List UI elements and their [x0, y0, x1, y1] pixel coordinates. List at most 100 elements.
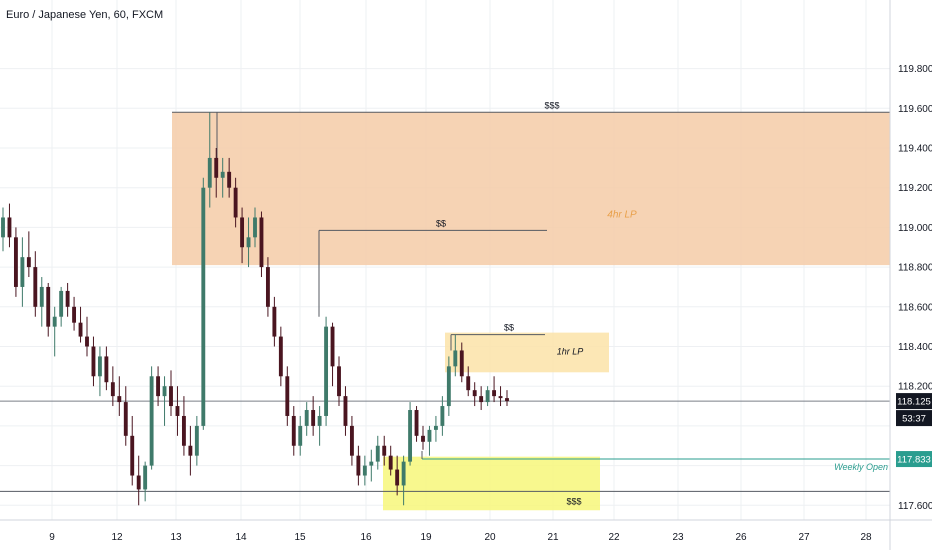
- candle-body: [214, 157, 219, 178]
- level-label: $$: [436, 218, 446, 228]
- candle-body: [143, 465, 148, 490]
- candle-body: [59, 290, 64, 317]
- candle-body: [194, 425, 199, 456]
- candle-body: [13, 237, 18, 287]
- y-tick-label: 119.800: [898, 64, 932, 75]
- candle-body: [285, 376, 290, 416]
- x-tick-label: 27: [798, 532, 810, 543]
- zone-weekly-zone: [383, 456, 600, 511]
- zone-label-4hr: 4hr LP: [607, 209, 637, 220]
- x-tick-label: 20: [484, 532, 496, 543]
- candle-body: [362, 465, 367, 476]
- y-tick-label: 118.200: [898, 382, 932, 393]
- candle-body: [227, 171, 232, 188]
- candle-body: [433, 425, 438, 430]
- candle-body: [104, 356, 109, 383]
- candle-body: [123, 402, 128, 436]
- candle-body: [421, 435, 425, 442]
- x-tick-label: 13: [170, 532, 182, 543]
- candle-body: [188, 445, 193, 456]
- level-label: $$$: [544, 100, 559, 110]
- candle-body: [26, 257, 31, 268]
- candle-body: [337, 366, 341, 397]
- level-label: $$$: [566, 496, 581, 506]
- candle-body: [298, 425, 303, 446]
- candle-body: [110, 382, 115, 397]
- candle-body: [162, 386, 167, 397]
- y-tick-label: 119.600: [898, 104, 932, 115]
- candle-body: [130, 435, 135, 476]
- candle-body: [479, 396, 484, 403]
- candle-body: [207, 157, 212, 188]
- candle-body: [156, 376, 161, 397]
- candle-body: [233, 187, 238, 218]
- chart-title: Euro / Japanese Yen, 60, FXCM: [6, 9, 164, 21]
- candle-body: [52, 316, 57, 327]
- candle-body: [375, 445, 380, 462]
- candle-body: [369, 461, 374, 466]
- candle-body: [97, 356, 102, 377]
- candle-body: [240, 217, 245, 248]
- x-tick-label: 28: [860, 532, 872, 543]
- candle-body: [395, 469, 400, 486]
- last-price-value: 118.125: [897, 397, 931, 408]
- y-tick-label: 118.800: [898, 263, 932, 274]
- last-price-tag: [896, 393, 932, 410]
- y-tick-label: 118.600: [898, 302, 932, 313]
- candle-body: [149, 376, 154, 466]
- candle-body: [175, 406, 180, 416]
- zone-label-1hr: 1hr LP: [557, 346, 584, 356]
- x-tick-label: 15: [294, 532, 306, 543]
- candle-body: [472, 390, 477, 397]
- candle-body: [201, 187, 206, 426]
- x-tick-label: 26: [735, 532, 747, 543]
- candle-body: [20, 257, 25, 287]
- y-tick-label: 117.600: [898, 501, 932, 512]
- candle-body: [324, 326, 329, 416]
- x-tick-label: 21: [547, 532, 559, 543]
- countdown-tag: [896, 410, 932, 427]
- candle-body: [459, 350, 464, 377]
- level-label: $$: [504, 323, 514, 333]
- countdown-value: 53:37: [902, 414, 926, 425]
- x-tick-label: 16: [360, 532, 372, 543]
- x-tick-label: 23: [672, 532, 684, 543]
- candle-body: [330, 326, 335, 367]
- candle-body: [343, 396, 348, 426]
- candle-body: [291, 415, 296, 446]
- candle-body: [91, 346, 96, 377]
- candle-body: [505, 398, 509, 402]
- candle-body: [78, 322, 83, 337]
- y-tick-label: 119.400: [898, 143, 932, 154]
- candle-body: [72, 306, 77, 323]
- candle-body: [246, 237, 251, 248]
- candle-body: [265, 267, 270, 307]
- zone-1hr-LP: [445, 332, 609, 373]
- y-tick-label: 119.000: [898, 223, 932, 234]
- x-tick-label: 9: [49, 532, 55, 543]
- candle-body: [181, 415, 186, 446]
- candle-body: [453, 350, 458, 367]
- candle-body: [220, 171, 225, 178]
- candle-body: [65, 290, 70, 307]
- candle-body: [136, 475, 141, 490]
- candle-body: [33, 267, 38, 307]
- candle-body: [485, 390, 490, 403]
- zone-4hr-LP: [172, 112, 890, 266]
- weekly-open-price-tag: [896, 451, 932, 468]
- candle-body: [311, 410, 316, 426]
- candle-body: [46, 286, 51, 327]
- weekly-open-price-value: 117.833: [897, 455, 931, 466]
- candle-body: [440, 406, 445, 426]
- weekly-open-label: Weekly Open: [834, 462, 888, 472]
- candle-body: [382, 445, 387, 456]
- candle-body: [1, 217, 5, 238]
- candle-body: [259, 217, 264, 268]
- candle-body: [401, 461, 406, 486]
- candle-body: [498, 396, 503, 399]
- x-tick-label: 12: [111, 532, 123, 543]
- candle-body: [446, 366, 451, 407]
- candle-body: [253, 217, 257, 238]
